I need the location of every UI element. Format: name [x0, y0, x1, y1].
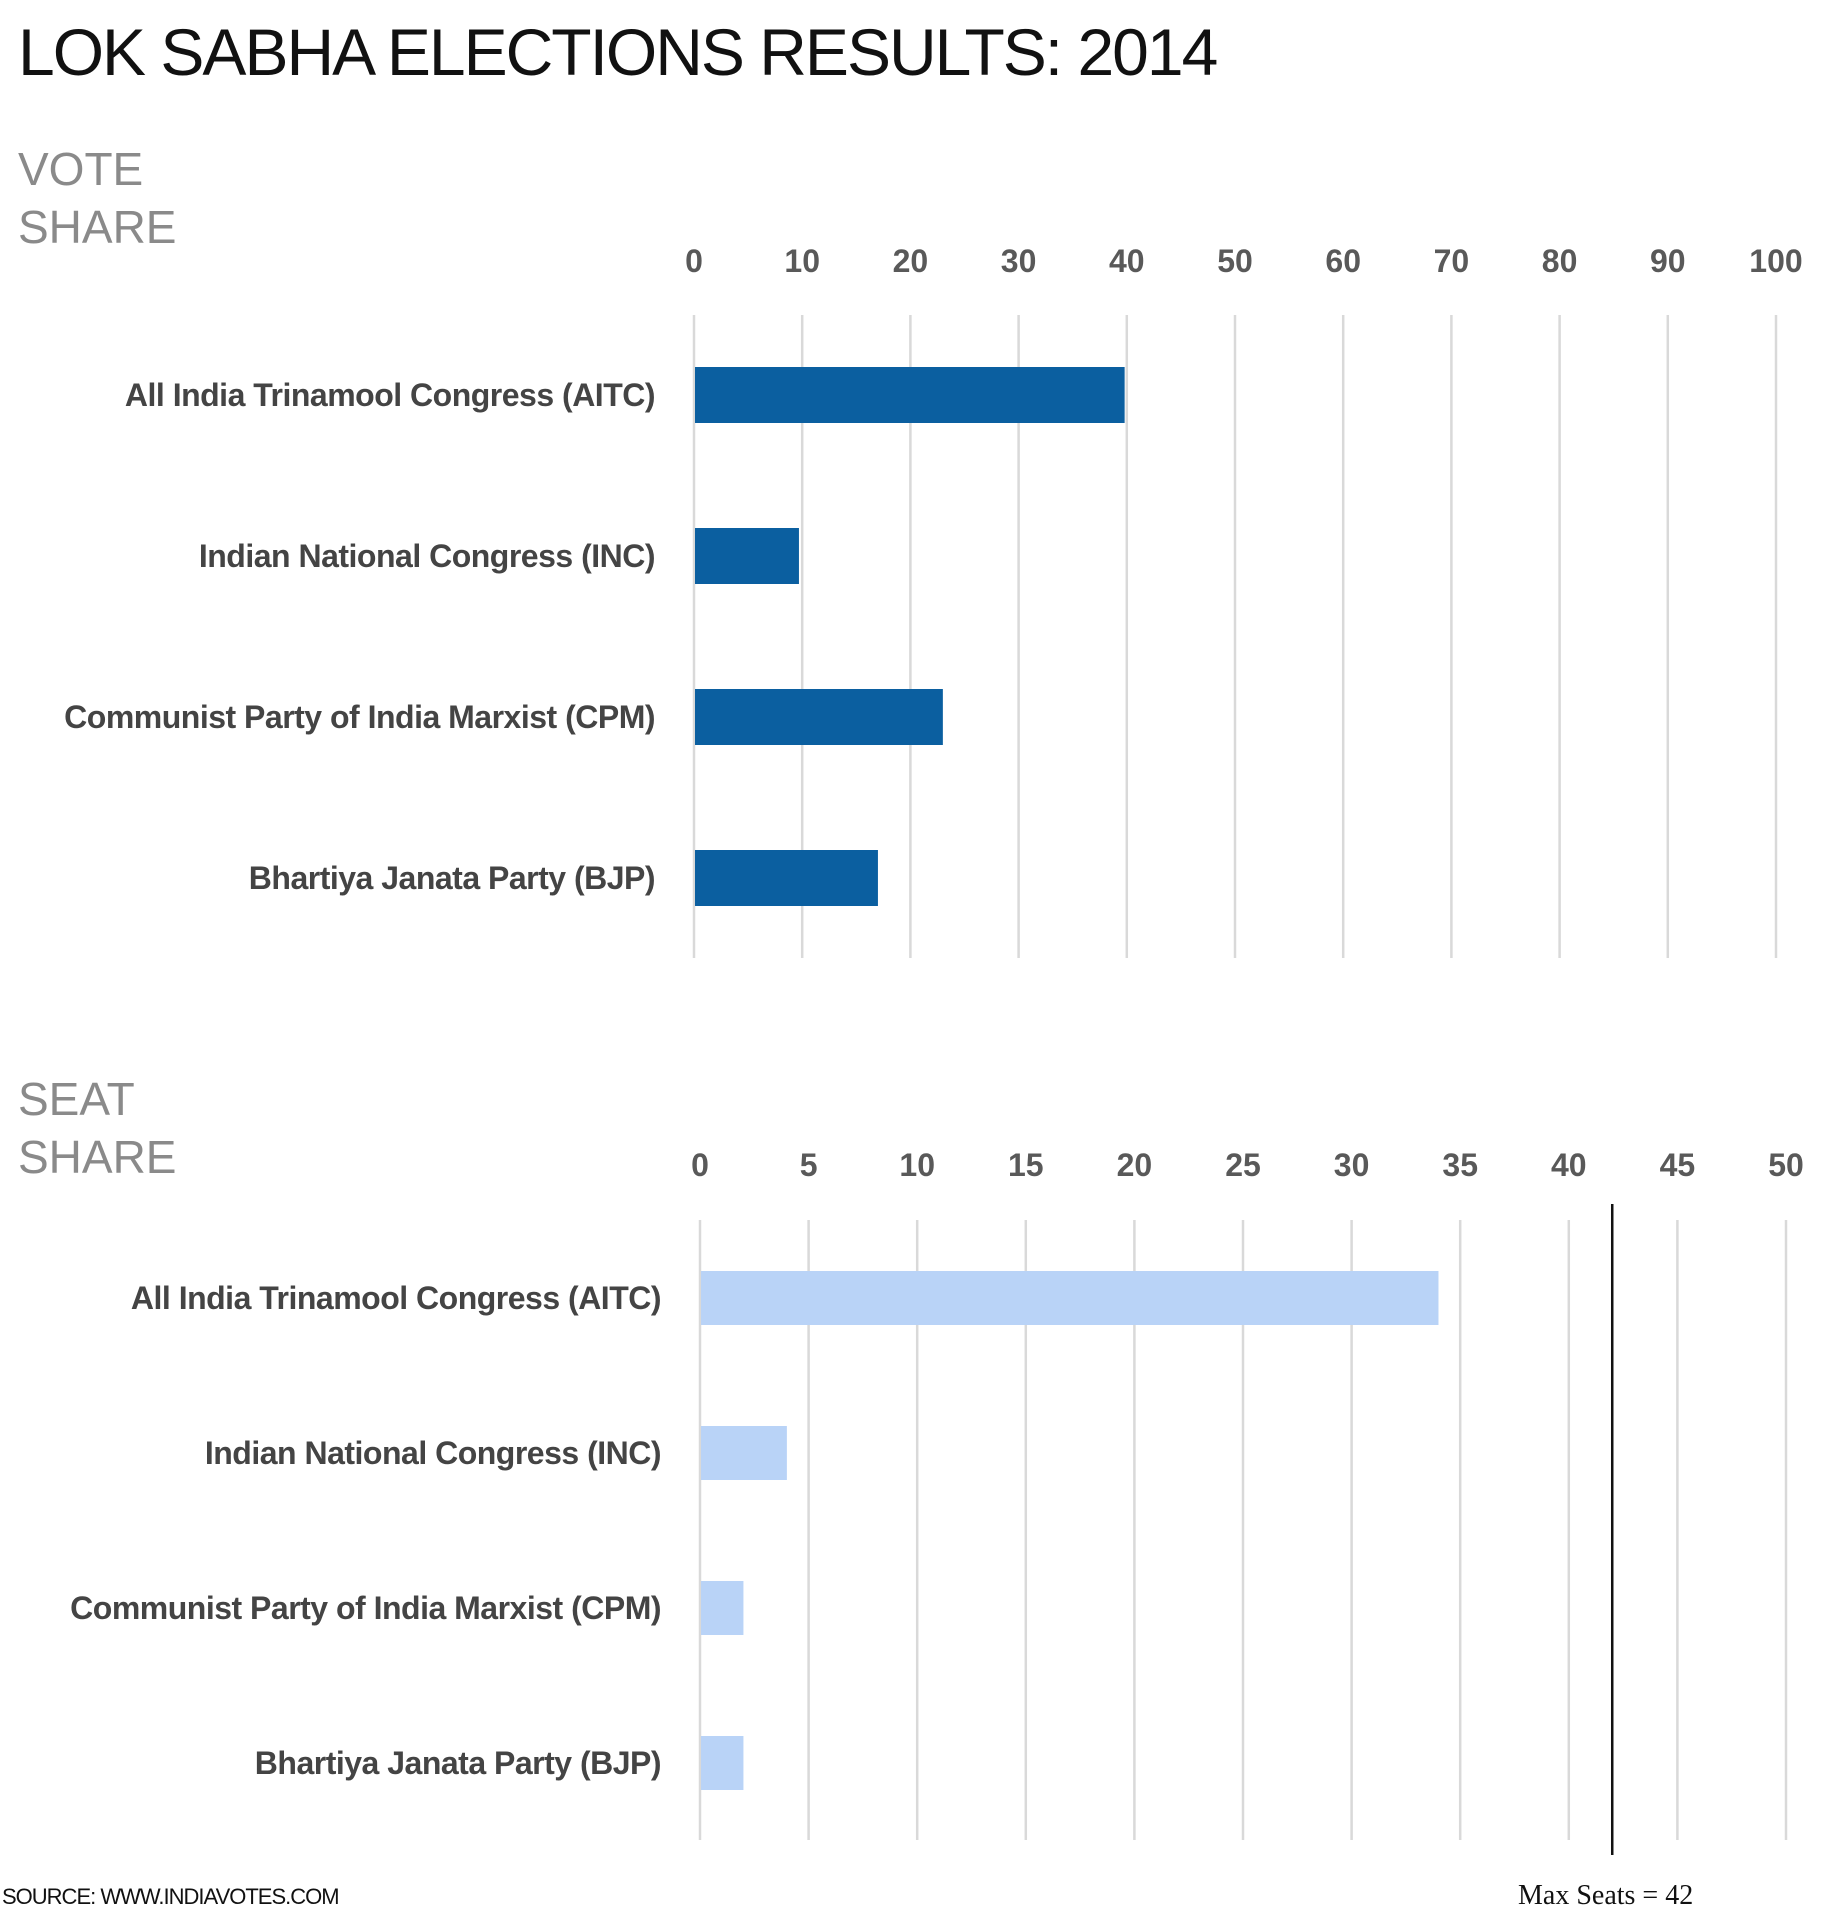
seat-share-heading: SEAT SHARE [18, 1070, 176, 1186]
seat-bar [701, 1581, 744, 1635]
vote-bar [695, 528, 799, 584]
seat-tick-label: 45 [1660, 1147, 1696, 1183]
vote-share-chart-svg: 0 10 20 30 40 50 60 70 80 90 100 All India Trinamoo… [64, 243, 1803, 958]
seat-tick-label: 0 [691, 1147, 709, 1183]
vote-tick-label: 80 [1542, 243, 1578, 279]
seat-share-chart: 0 5 10 15 20 25 30 35 40 45 50 All India Trinamool … [0, 1140, 1836, 1855]
vote-category-label: Bhartiya Janata Party (BJP) [249, 860, 655, 896]
seat-share-heading-line2: SHARE [18, 1131, 177, 1183]
seat-tick-label: 25 [1225, 1147, 1261, 1183]
vote-share-chart: 0 10 20 30 40 50 60 70 80 90 100 All India Trinamoo… [0, 240, 1836, 970]
vote-tick-label: 90 [1650, 243, 1686, 279]
seat-category-label: Indian National Congress (INC) [205, 1435, 661, 1471]
seat-category-label: Bhartiya Janata Party (BJP) [255, 1745, 661, 1781]
vote-tick-label: 20 [893, 243, 929, 279]
seat-tick-label: 15 [1008, 1147, 1044, 1183]
seat-tick-label: 30 [1334, 1147, 1370, 1183]
seat-bar [701, 1271, 1439, 1325]
vote-tick-label: 60 [1325, 243, 1361, 279]
vote-bar [695, 689, 943, 745]
seat-category-label: All India Trinamool Congress (AITC) [131, 1280, 661, 1316]
vote-tick-label: 30 [1001, 243, 1037, 279]
seat-tick-label: 10 [899, 1147, 935, 1183]
seat-tick-label: 35 [1442, 1147, 1478, 1183]
vote-share-heading-line1: VOTE [18, 143, 144, 195]
max-seats-annotation: Max Seats = 42 [1518, 1880, 1694, 1911]
seat-tick-label: 40 [1551, 1147, 1587, 1183]
seat-share-heading-line1: SEAT [18, 1073, 135, 1125]
vote-category-label: All India Trinamool Congress (AITC) [125, 377, 655, 413]
seat-tick-label: 5 [800, 1147, 818, 1183]
vote-tick-label: 10 [784, 243, 820, 279]
seat-tick-label: 50 [1768, 1147, 1804, 1183]
vote-tick-label: 50 [1217, 243, 1253, 279]
vote-tick-label: 100 [1749, 243, 1802, 279]
seat-bar [701, 1736, 744, 1790]
seat-bar [701, 1426, 787, 1480]
seat-tick-label: 20 [1117, 1147, 1153, 1183]
vote-share-heading-line2: SHARE [18, 201, 177, 253]
vote-bar [695, 367, 1125, 423]
seat-share-chart-svg: 0 5 10 15 20 25 30 35 40 45 50 All India Trinamool … [70, 1147, 1804, 1855]
source-credit: SOURCE: WWW.INDIAVOTES.COM [2, 1884, 340, 1909]
vote-tick-label: 70 [1434, 243, 1470, 279]
vote-tick-label: 40 [1109, 243, 1145, 279]
seat-category-label: Communist Party of India Marxist (CPM) [70, 1590, 661, 1626]
vote-share-heading: VOTE SHARE [18, 140, 176, 256]
vote-category-label: Indian National Congress (INC) [199, 538, 655, 574]
vote-bar [695, 850, 878, 906]
vote-tick-label: 0 [685, 243, 703, 279]
page-title: LOK SABHA ELECTIONS RESULTS: 2014 [18, 15, 1218, 89]
vote-category-label: Communist Party of India Marxist (CPM) [64, 699, 655, 735]
